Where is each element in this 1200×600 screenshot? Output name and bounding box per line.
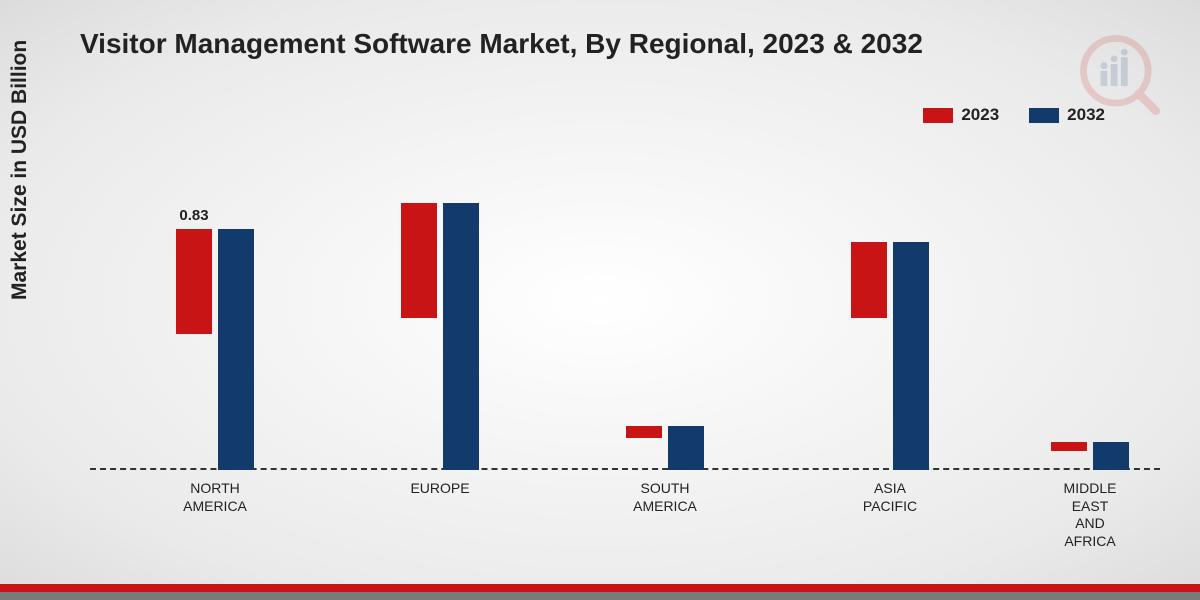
category-label-north-america: NORTHAMERICA bbox=[183, 480, 247, 515]
chart-title: Visitor Management Software Market, By R… bbox=[80, 28, 923, 60]
bar-group-asia-pacific: ASIAPACIFIC bbox=[830, 242, 950, 470]
y-axis-label: Market Size in USD Billion bbox=[8, 40, 32, 300]
bar-2023-asia-pacific bbox=[851, 242, 887, 318]
category-label-europe: EUROPE bbox=[410, 480, 469, 498]
legend-label-2023: 2023 bbox=[961, 105, 999, 125]
watermark-logo bbox=[1075, 30, 1160, 115]
bar-2032-asia-pacific bbox=[893, 242, 929, 470]
plot-area: 0.83NORTHAMERICA EUROPE SOUTHAMERICA ASIAPA… bbox=[90, 140, 1160, 470]
bar-2032-south-america bbox=[668, 426, 704, 470]
legend-swatch-2032 bbox=[1029, 108, 1059, 123]
category-label-asia-pacific: ASIAPACIFIC bbox=[863, 480, 917, 515]
bar-group-europe: EUROPE bbox=[380, 203, 500, 470]
bar-group-south-america: SOUTHAMERICA bbox=[605, 426, 725, 470]
legend: 2023 2032 bbox=[923, 105, 1105, 125]
bar-group-north-america: 0.83NORTHAMERICA bbox=[155, 229, 275, 470]
bar-group-mea: MIDDLEEASTANDAFRICA bbox=[1030, 442, 1150, 470]
bar-2032-mea bbox=[1093, 442, 1129, 470]
bar-value-label: 0.83 bbox=[179, 207, 208, 224]
legend-swatch-2023 bbox=[923, 108, 953, 123]
bar-2032-europe bbox=[443, 203, 479, 470]
bar-2023-south-america bbox=[626, 426, 662, 439]
legend-item-2023: 2023 bbox=[923, 105, 999, 125]
footer-top bbox=[0, 584, 1200, 592]
legend-item-2032: 2032 bbox=[1029, 105, 1105, 125]
category-label-mea: MIDDLEEASTANDAFRICA bbox=[1064, 480, 1117, 550]
footer-bot bbox=[0, 592, 1200, 600]
bar-2023-north-america: 0.83 bbox=[176, 229, 212, 334]
bar-2032-north-america bbox=[218, 229, 254, 470]
bar-2023-europe bbox=[401, 203, 437, 317]
legend-label-2032: 2032 bbox=[1067, 105, 1105, 125]
category-label-south-america: SOUTHAMERICA bbox=[633, 480, 697, 515]
footer-bar bbox=[0, 584, 1200, 600]
bar-2023-mea bbox=[1051, 442, 1087, 451]
